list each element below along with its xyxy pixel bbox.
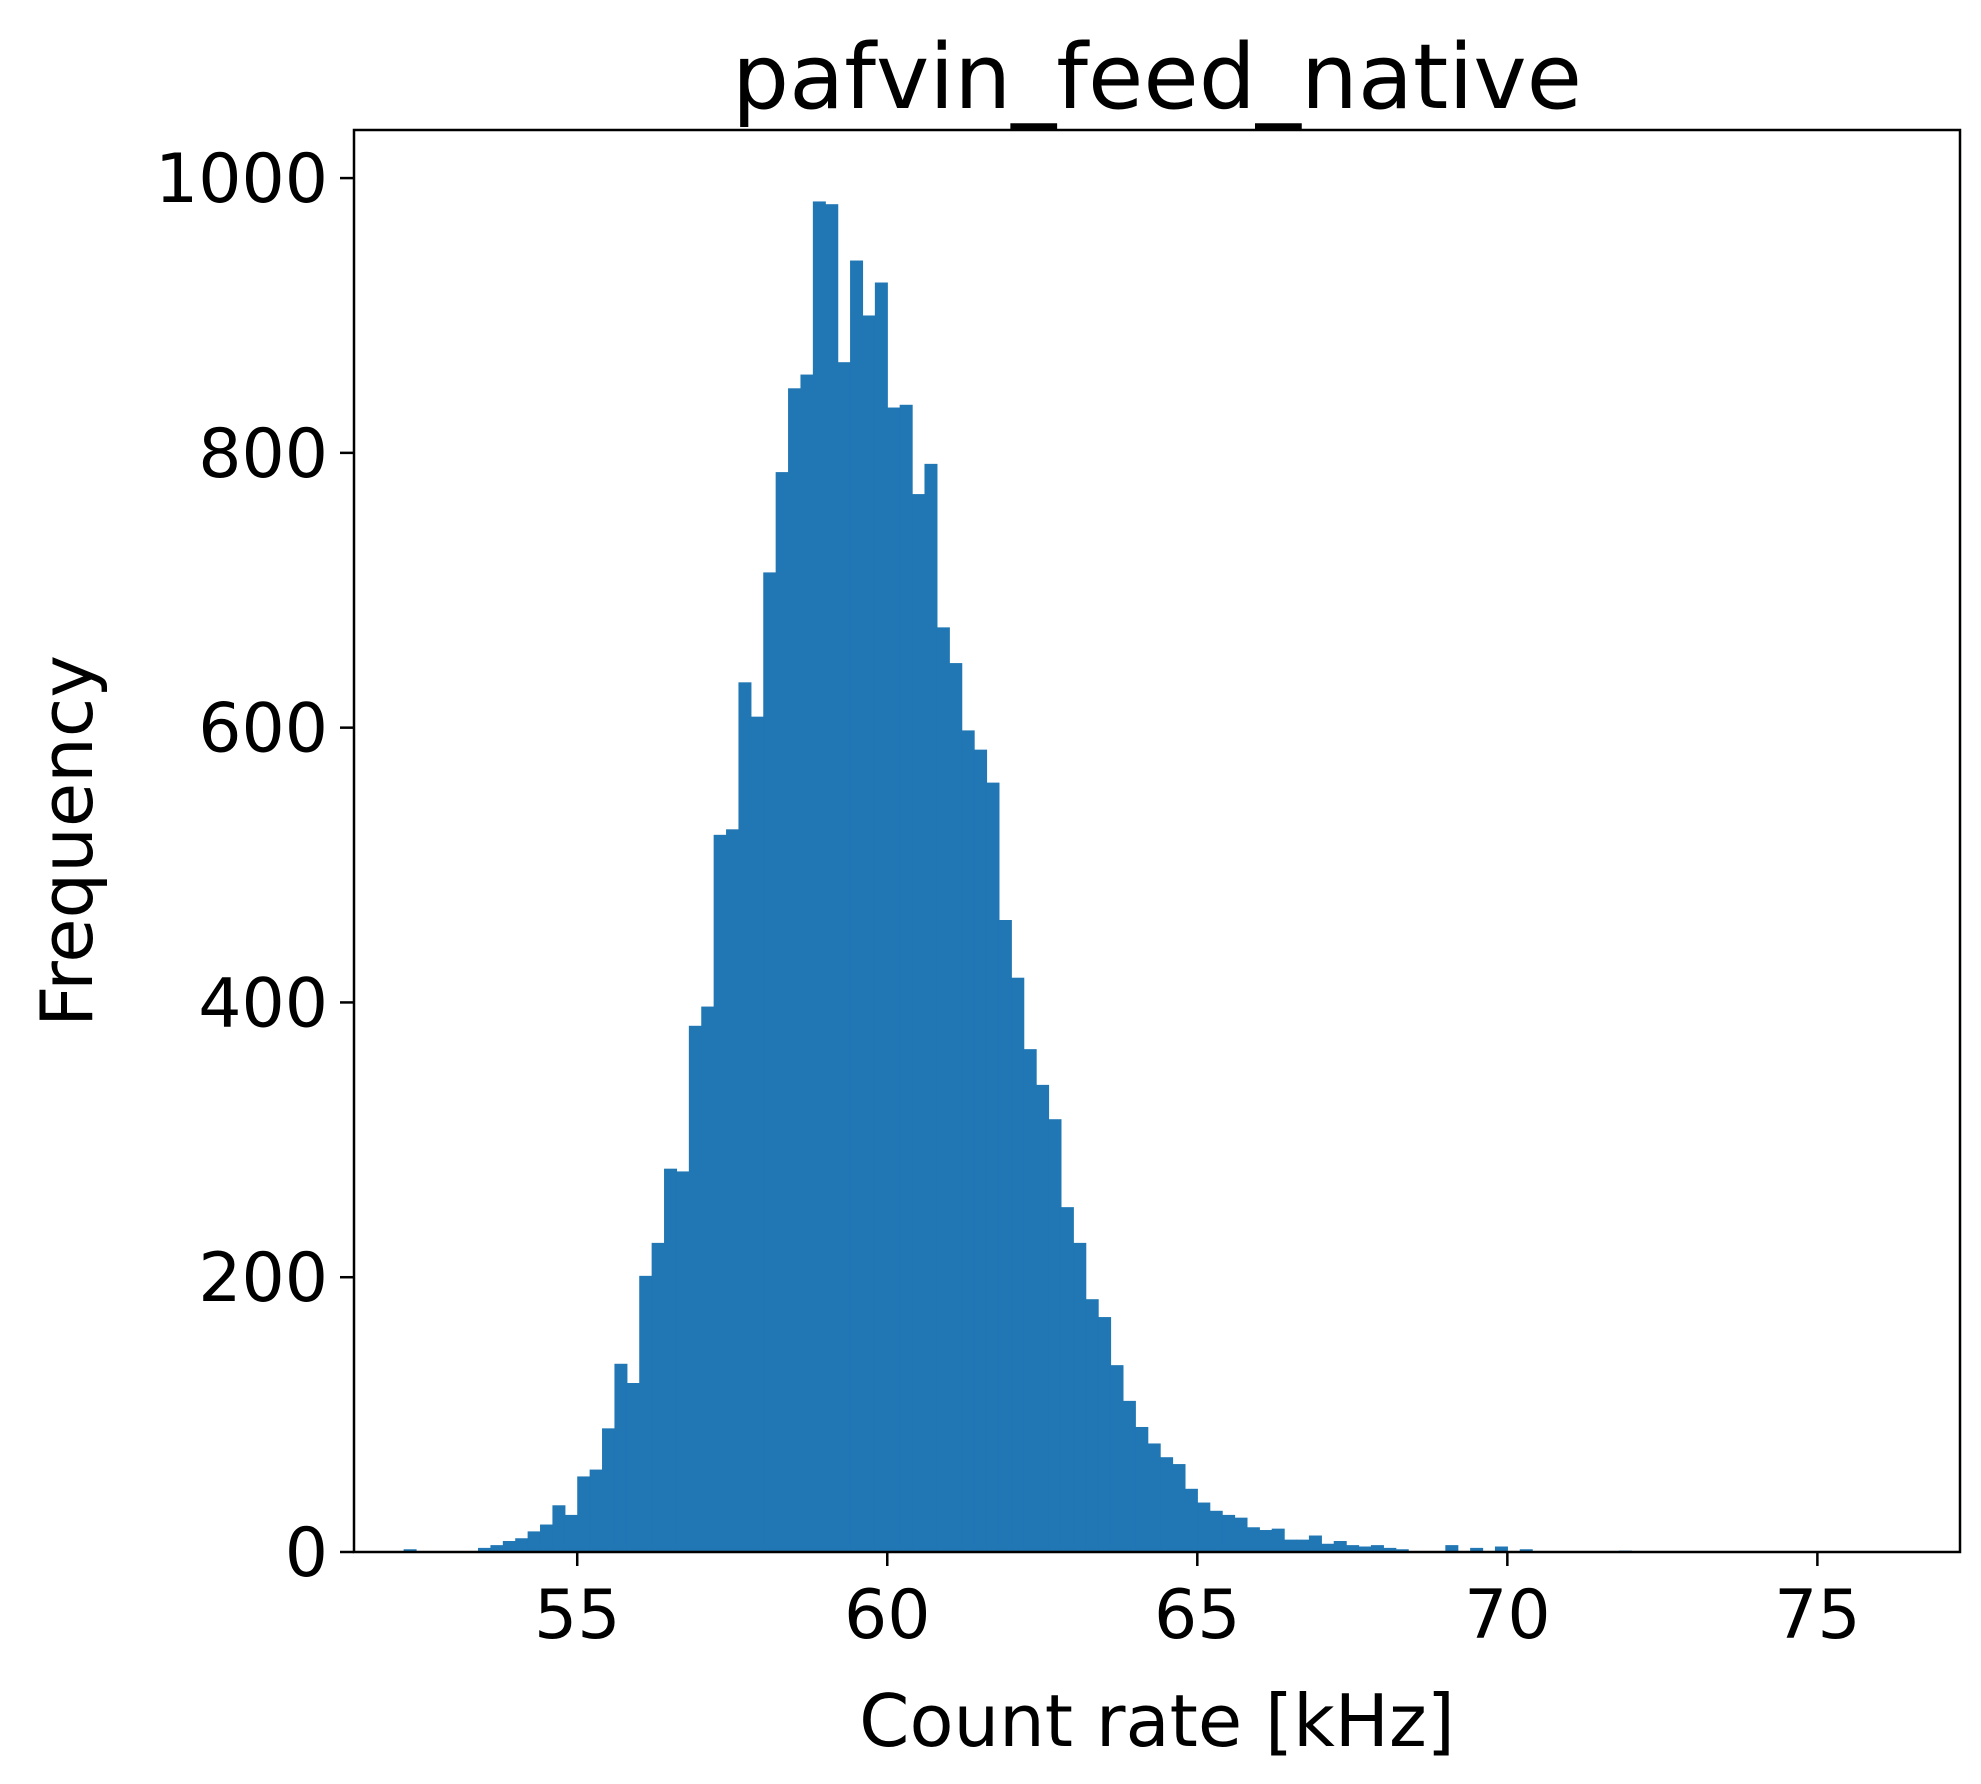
- histogram-bar: [527, 1531, 541, 1552]
- histogram-bar: [1383, 1547, 1397, 1552]
- histogram-bar: [577, 1476, 591, 1552]
- chart-title: pafvin_feed_native: [732, 25, 1582, 130]
- histogram-bar: [1358, 1546, 1372, 1552]
- histogram-bar: [1011, 977, 1025, 1552]
- histogram-bar: [651, 1242, 665, 1552]
- histogram-bar: [800, 374, 814, 1552]
- histogram-bar: [1470, 1547, 1484, 1552]
- histogram-bar: [1098, 1317, 1112, 1552]
- histogram-bar: [899, 404, 913, 1553]
- histogram-bar: [1395, 1549, 1409, 1552]
- histogram-bar: [1284, 1539, 1298, 1552]
- histogram-bar: [403, 1549, 417, 1552]
- histogram-bar: [862, 315, 876, 1552]
- histogram-bar: [1271, 1528, 1285, 1552]
- histogram-bars: [403, 201, 1632, 1553]
- histogram-bar: [1122, 1400, 1136, 1552]
- histogram-bar: [602, 1428, 616, 1552]
- histogram-bar: [515, 1538, 529, 1552]
- histogram-bar: [974, 749, 988, 1552]
- histogram-bar: [887, 407, 901, 1553]
- histogram-bar: [1333, 1541, 1347, 1552]
- x-axis-ticks: 55 60 65 70 75: [534, 1552, 1861, 1655]
- y-tick-label: 600: [198, 690, 328, 769]
- histogram-bar: [1259, 1530, 1273, 1552]
- histogram-bar: [1370, 1545, 1384, 1552]
- y-axis-ticks: 0 200 400 600 800 1000: [155, 140, 354, 1593]
- histogram-bar: [1147, 1443, 1161, 1552]
- histogram-bar: [614, 1363, 628, 1552]
- histogram-bar: [726, 829, 740, 1552]
- histogram-bar: [490, 1545, 504, 1552]
- histogram-bar: [1048, 1119, 1062, 1552]
- histogram-bar: [1036, 1084, 1050, 1552]
- histogram-bar: [837, 362, 851, 1553]
- histogram-bar: [1346, 1545, 1360, 1552]
- x-tick-label: 60: [844, 1576, 931, 1655]
- histogram-bar: [478, 1547, 492, 1552]
- histogram-bar: [750, 716, 764, 1552]
- histogram-bar: [874, 282, 888, 1552]
- histogram-bar: [1308, 1535, 1322, 1552]
- histogram-bar: [664, 1168, 678, 1552]
- histogram-bar: [998, 920, 1012, 1552]
- histogram-bar: [1494, 1546, 1508, 1552]
- y-tick-label: 200: [198, 1239, 328, 1318]
- histogram-bar: [1060, 1207, 1074, 1552]
- histogram-bar: [1445, 1545, 1459, 1552]
- histogram-bar: [639, 1275, 653, 1552]
- histogram-bar: [775, 472, 789, 1552]
- y-tick-label: 400: [198, 964, 328, 1043]
- histogram-bar: [812, 201, 826, 1552]
- histogram-bar: [626, 1383, 640, 1552]
- histogram-bar: [701, 1006, 715, 1552]
- histogram-bar: [1023, 1049, 1037, 1552]
- histogram-bar: [1209, 1510, 1223, 1552]
- y-axis-label: Frequency: [25, 655, 109, 1027]
- histogram-bar: [1296, 1539, 1310, 1552]
- histogram-bar: [788, 388, 802, 1552]
- histogram-bar: [986, 782, 1000, 1552]
- x-tick-label: 65: [1154, 1576, 1241, 1655]
- histogram-bar: [738, 682, 752, 1552]
- histogram-bar: [825, 204, 839, 1553]
- y-tick-label: 1000: [155, 140, 328, 219]
- y-tick-label: 800: [198, 415, 328, 494]
- histogram-bar: [564, 1514, 578, 1552]
- histogram-bar: [949, 663, 963, 1552]
- histogram-bar: [552, 1505, 566, 1552]
- histogram-bar: [961, 730, 975, 1552]
- histogram-bar: [1197, 1502, 1211, 1552]
- x-tick-label: 75: [1774, 1576, 1861, 1655]
- histogram-bar: [763, 572, 777, 1552]
- histogram-bar: [1184, 1488, 1198, 1552]
- histogram-bar: [502, 1541, 516, 1552]
- histogram-bar: [1222, 1514, 1236, 1552]
- histogram-bar: [1135, 1426, 1149, 1552]
- histogram-bar: [936, 627, 950, 1552]
- y-tick-label: 0: [285, 1514, 328, 1593]
- x-tick-label: 70: [1464, 1576, 1551, 1655]
- histogram-bar: [676, 1171, 690, 1552]
- x-axis-label: Count rate [kHz]: [859, 1679, 1455, 1763]
- histogram-bar: [850, 260, 864, 1552]
- histogram-bar: [1246, 1527, 1260, 1552]
- histogram-bar: [1073, 1242, 1087, 1552]
- histogram-bar: [1110, 1365, 1124, 1552]
- histogram-bar: [688, 1025, 702, 1552]
- histogram-bar: [924, 463, 938, 1553]
- histogram-bar: [1321, 1543, 1335, 1552]
- histogram-bar: [540, 1524, 554, 1552]
- histogram-bar: [912, 494, 926, 1553]
- histogram-bar: [1172, 1464, 1186, 1552]
- histogram-bar: [589, 1469, 603, 1552]
- histogram-bar: [713, 834, 727, 1552]
- histogram-bar: [1160, 1457, 1174, 1552]
- plot-area-frame: [352, 128, 1962, 1554]
- histogram-bar: [1085, 1299, 1099, 1552]
- histogram-bar: [1519, 1549, 1533, 1552]
- x-tick-label: 55: [534, 1576, 621, 1655]
- histogram-bar: [1234, 1517, 1248, 1552]
